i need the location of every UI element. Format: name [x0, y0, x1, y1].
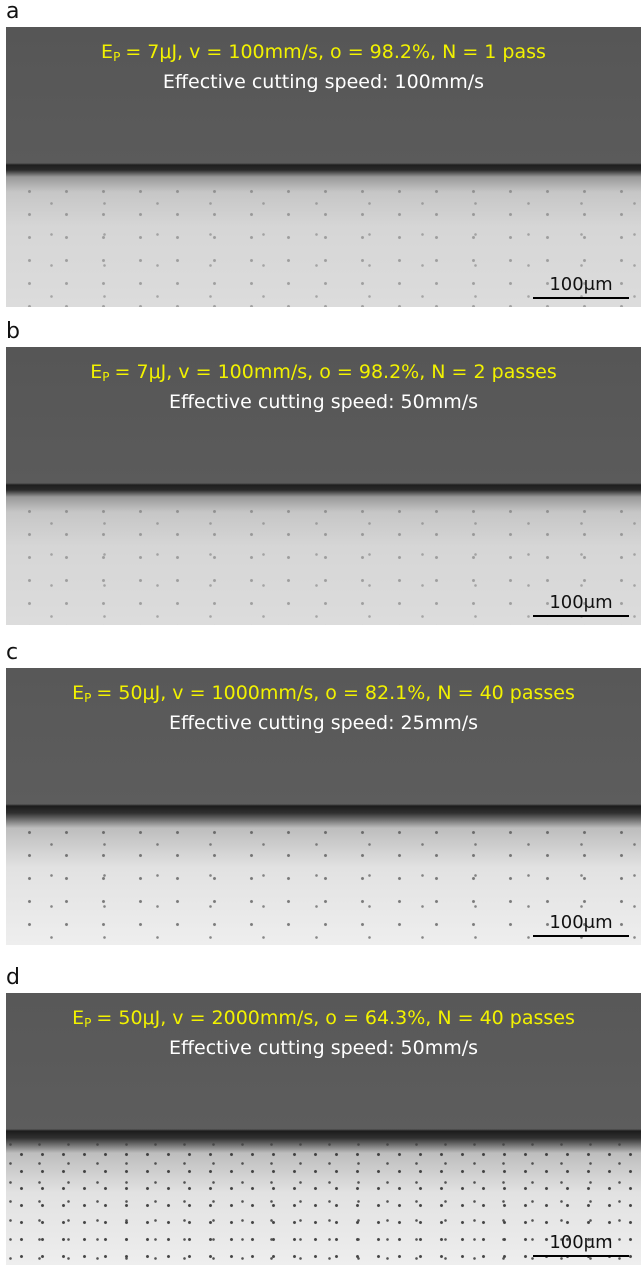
scale-bar: 100μm	[533, 274, 629, 299]
micrograph: EP = 50μJ, v = 1000mm/s, o = 82.1%, N = 4…	[6, 668, 641, 945]
symbol: E	[101, 41, 113, 63]
panel-label: a	[6, 0, 19, 24]
scale-label: 100μm	[533, 1232, 629, 1253]
scale-label: 100μm	[533, 274, 629, 295]
parameters: EP = 7μJ, v = 100mm/s, o = 98.2%, N = 2 p…	[6, 361, 641, 384]
parameters: EP = 50μJ, v = 1000mm/s, o = 82.1%, N = 4…	[6, 682, 641, 705]
speed: Effective cutting speed: 50mm/s	[6, 1037, 641, 1059]
panel-label: c	[6, 641, 18, 665]
scale-bar: 100μm	[533, 1232, 629, 1257]
panel-label: b	[6, 320, 20, 344]
scale-bar: 100μm	[533, 592, 629, 617]
parameters: EP = 7μJ, v = 100mm/s, o = 98.2%, N = 1 p…	[6, 41, 641, 64]
symbol: E	[72, 1007, 84, 1029]
panel-label: d	[6, 966, 20, 990]
subscript: P	[102, 370, 109, 384]
symbol: E	[72, 682, 84, 704]
parameters: EP = 50μJ, v = 2000mm/s, o = 64.3%, N = 4…	[6, 1007, 641, 1030]
params: = 7μJ, v = 100mm/s, o = 98.2%, N = 2 pas…	[115, 361, 557, 383]
scale-bar: 100μm	[533, 912, 629, 937]
symbol: E	[90, 361, 102, 383]
speed: Effective cutting speed: 25mm/s	[6, 712, 641, 734]
figure: a EP= 7μJ, v = 100mm/s, o = 98.2%, N = 1…	[0, 0, 641, 1265]
micrograph: EP = 50μJ, v = 2000mm/s, o = 64.3%, N = 4…	[6, 993, 641, 1265]
scale-line	[533, 297, 629, 299]
speed: Effective cutting speed: 100mm/s	[6, 71, 641, 93]
subscript: P	[113, 50, 120, 64]
params: = 50μJ, v = 2000mm/s, o = 64.3%, N = 40 …	[96, 1007, 574, 1029]
scale-label: 100μm	[533, 592, 629, 613]
panel: a EP = 7μJ, v = 100mm/s, o = 98.2%, N = 1…	[0, 0, 641, 307]
scale-line	[533, 935, 629, 937]
scale-line	[533, 615, 629, 617]
panel: d EP = 50μJ, v = 2000mm/s, o = 64.3%, N =…	[0, 966, 641, 1265]
scale-label: 100μm	[533, 912, 629, 933]
speed: Effective cutting speed: 50mm/s	[6, 391, 641, 413]
panel: c EP = 50μJ, v = 1000mm/s, o = 82.1%, N =…	[0, 641, 641, 946]
panel: b EP = 7μJ, v = 100mm/s, o = 98.2%, N = 2…	[0, 320, 641, 626]
subscript: P	[84, 691, 91, 705]
subscript: P	[84, 1016, 91, 1030]
params: = 7μJ, v = 100mm/s, o = 98.2%, N = 1 pas…	[125, 41, 546, 63]
params: = 50μJ, v = 1000mm/s, o = 82.1%, N = 40 …	[96, 682, 574, 704]
micrograph: EP = 7μJ, v = 100mm/s, o = 98.2%, N = 1 p…	[6, 27, 641, 307]
scale-line	[533, 1255, 629, 1257]
micrograph: EP = 7μJ, v = 100mm/s, o = 98.2%, N = 2 p…	[6, 347, 641, 625]
